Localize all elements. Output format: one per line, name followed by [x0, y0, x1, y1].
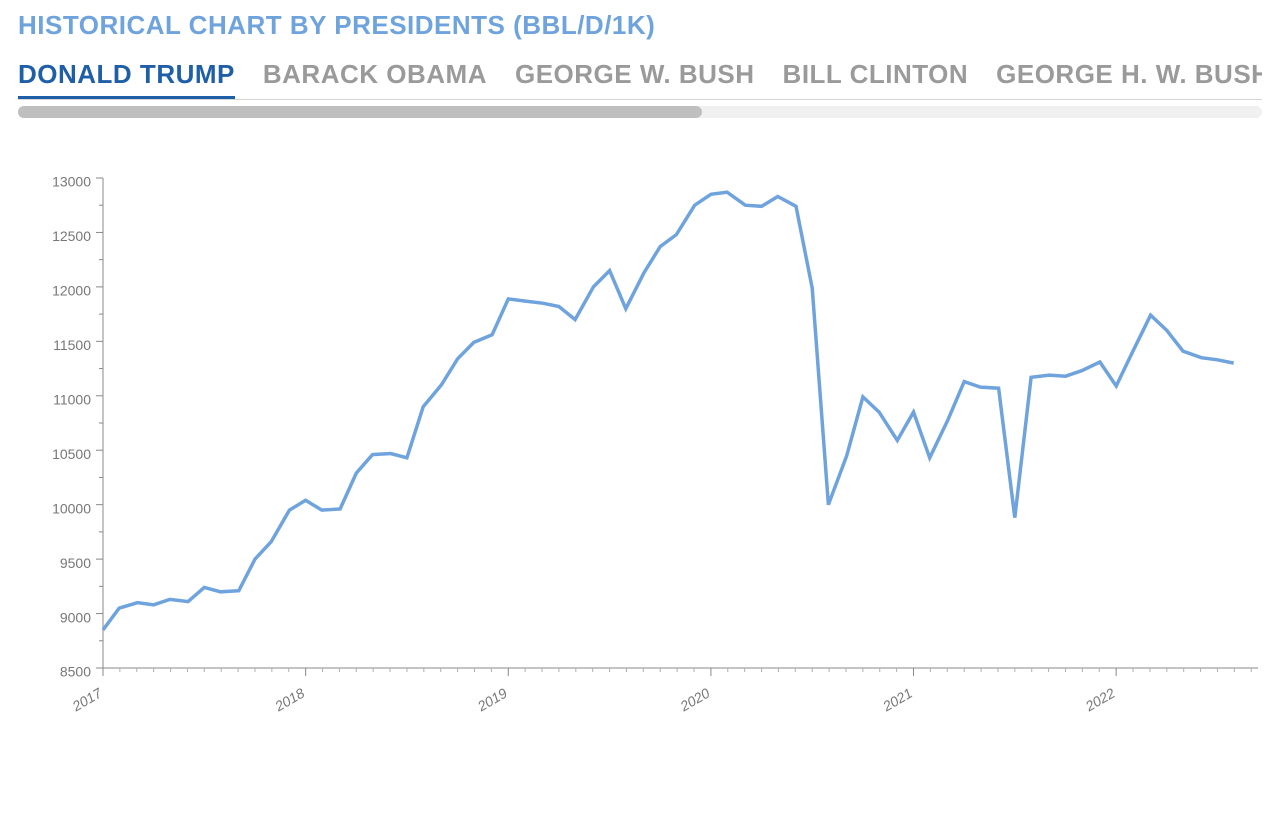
tab-president-1[interactable]: BARACK OBAMA — [263, 59, 487, 99]
svg-text:2021: 2021 — [879, 685, 915, 715]
svg-text:11000: 11000 — [53, 391, 91, 407]
svg-text:13000: 13000 — [52, 174, 91, 190]
tab-president-0[interactable]: DONALD TRUMP — [18, 59, 235, 100]
svg-text:2020: 2020 — [677, 685, 713, 715]
president-tabs: DONALD TRUMP BARACK OBAMA GEORGE W. BUSH BI… — [18, 59, 1262, 100]
svg-text:9500: 9500 — [60, 555, 91, 571]
svg-text:2018: 2018 — [271, 685, 307, 715]
tab-president-3[interactable]: BILL CLINTON — [783, 59, 969, 99]
page-title: HISTORICAL CHART BY PRESIDENTS (BBL/D/1K… — [18, 10, 1262, 41]
svg-text:2022: 2022 — [1082, 685, 1118, 715]
svg-text:10000: 10000 — [52, 500, 91, 516]
svg-text:11500: 11500 — [53, 337, 91, 353]
svg-text:2019: 2019 — [474, 685, 510, 715]
tab-president-4[interactable]: GEORGE H. W. BUSH — [996, 59, 1262, 99]
svg-text:12000: 12000 — [52, 283, 91, 299]
tab-scrollbar-thumb[interactable] — [18, 106, 702, 118]
svg-text:8500: 8500 — [60, 664, 91, 680]
line-chart: 8500 9000 9500 10000 10500 11000 11500 12000 125… — [18, 168, 1262, 728]
tab-president-2[interactable]: GEORGE W. BUSH — [515, 59, 755, 99]
svg-text:9000: 9000 — [60, 609, 91, 625]
chart-container: 8500 9000 9500 10000 10500 11000 11500 12000 125… — [18, 168, 1262, 728]
svg-text:10500: 10500 — [52, 446, 91, 462]
svg-text:2017: 2017 — [69, 684, 106, 715]
svg-text:12500: 12500 — [52, 228, 91, 244]
tab-scrollbar-track[interactable] — [18, 106, 1262, 118]
